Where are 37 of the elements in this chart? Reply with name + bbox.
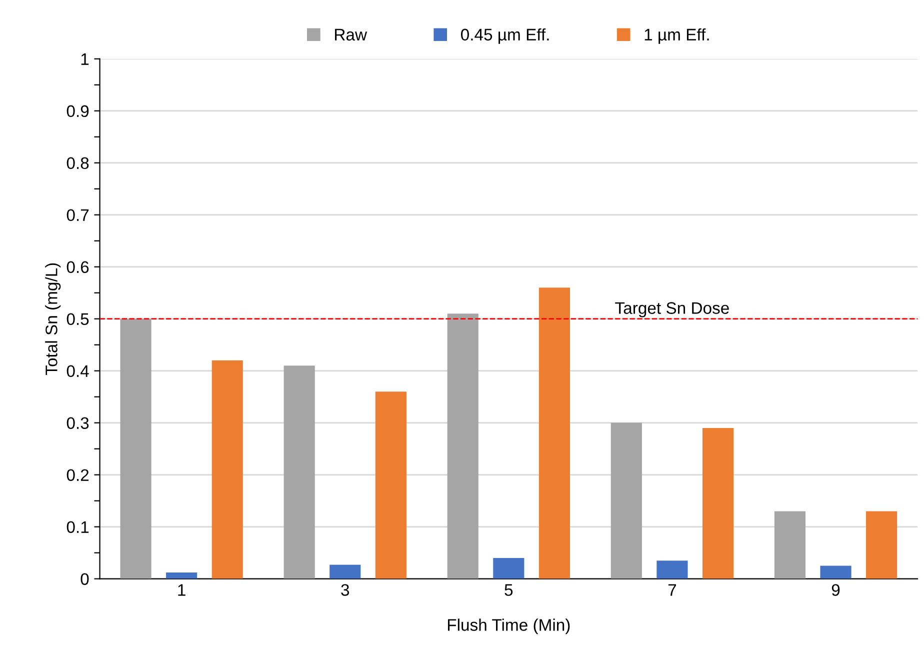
y-tick-label: 0.7 — [66, 209, 89, 222]
x-tick-label: 5 — [504, 584, 513, 596]
y-tick-label: 0.1 — [66, 521, 89, 533]
x-tick-label: 7 — [668, 584, 676, 596]
legend-label: Raw — [335, 28, 368, 41]
bar — [212, 360, 243, 579]
x-tick-label: 3 — [341, 584, 350, 596]
bar — [166, 572, 198, 579]
legend-label: 1 µm Eff. — [644, 28, 709, 44]
bar — [538, 288, 570, 579]
y-tick-label: 0.2 — [66, 469, 89, 482]
bar — [375, 392, 406, 579]
y-tick-label: 0.3 — [66, 417, 89, 430]
x-tick-label: 9 — [832, 584, 840, 596]
y-axis-title: Total Sn (mg/L) — [45, 263, 61, 375]
y-tick-label: 0.4 — [66, 365, 89, 378]
bar — [120, 318, 152, 579]
bar — [493, 558, 524, 579]
y-tick-label: 0.6 — [66, 261, 89, 274]
y-tick-label: 0 — [80, 573, 89, 585]
ref-line-label: Target Sn Dose — [615, 302, 729, 318]
x-axis-title: Flush Time (Min) — [448, 618, 570, 634]
y-tick-label: 0.9 — [66, 105, 89, 118]
bar — [447, 314, 478, 579]
y-tick-label: 0.8 — [66, 157, 89, 170]
y-tick-label: 1 — [81, 53, 89, 65]
legend-label: 0.45 µm Eff. — [461, 28, 549, 44]
bar — [820, 566, 852, 579]
y-tick-label: 0.5 — [66, 313, 89, 326]
bar — [330, 564, 361, 579]
bar — [284, 366, 315, 579]
x-tick-label: 1 — [178, 584, 186, 596]
bar — [702, 428, 734, 579]
bar — [610, 422, 642, 579]
bar — [656, 560, 688, 579]
bar — [774, 511, 806, 579]
bar — [866, 511, 898, 579]
